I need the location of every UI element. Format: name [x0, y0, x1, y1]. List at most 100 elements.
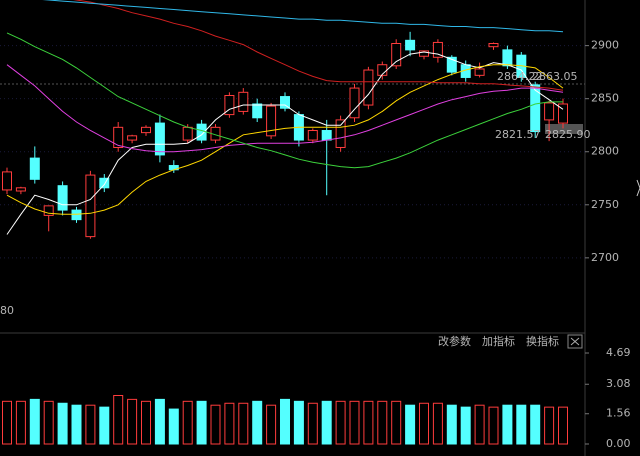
price-annotation: 80 — [0, 304, 14, 317]
volume-bar — [488, 406, 499, 445]
indicator-button[interactable]: 改参数 — [438, 334, 471, 348]
volume-bar — [15, 400, 26, 445]
candle-body — [488, 43, 499, 48]
volume-bar — [252, 400, 263, 445]
y-tick-label: 2700 — [591, 251, 619, 264]
volume-bar — [224, 402, 235, 445]
volume-bar — [558, 406, 568, 445]
candle-body — [363, 69, 374, 106]
candle-body — [419, 50, 429, 57]
close-button[interactable] — [567, 334, 583, 349]
candle-body — [321, 130, 332, 141]
volume-bar — [474, 404, 485, 445]
volume-bar — [280, 398, 290, 445]
moving-average — [6, 64, 564, 215]
volume-bar — [335, 400, 346, 445]
candle-body — [238, 91, 249, 112]
main-panel — [0, 0, 585, 259]
expand-arrow[interactable] — [636, 179, 640, 197]
candle-body — [266, 105, 277, 137]
candle-body — [530, 84, 541, 133]
candle-body — [335, 119, 346, 148]
candle-body — [446, 56, 457, 73]
candle-body — [252, 103, 263, 119]
volume-bar — [113, 395, 124, 445]
candle-body — [29, 157, 40, 180]
labels: 2700 2750 2800 2850 2900 0.00 1.56 3.08 4.69 2864… — [0, 39, 631, 450]
volume-bar — [99, 406, 110, 445]
volume-bar — [307, 402, 318, 445]
candle-body — [349, 87, 360, 119]
volume-bar — [2, 400, 12, 445]
price-annotation: 2864.22 — [497, 70, 543, 83]
candle-body — [71, 209, 82, 221]
volume-bar — [377, 400, 388, 445]
candle-body — [224, 94, 235, 116]
candle-body — [15, 187, 26, 192]
volume-tick-label: 0.00 — [606, 437, 631, 450]
volume-tick-label: 4.69 — [606, 346, 631, 359]
volume-bar — [363, 400, 374, 445]
price-annotation: 2821.57 — [495, 128, 541, 141]
volume-panel — [2, 395, 568, 445]
volume-bar — [432, 402, 443, 445]
price-highlight — [545, 124, 583, 134]
candle-body — [474, 68, 485, 76]
volume-bar — [29, 398, 40, 445]
y-tick-label: 2800 — [591, 145, 619, 158]
indicator-button[interactable]: 换指标 — [526, 334, 559, 348]
candle-body — [141, 126, 151, 134]
volume-bar — [168, 408, 179, 445]
volume-bar — [293, 400, 304, 445]
candle-body — [57, 185, 68, 211]
volume-bar — [43, 400, 54, 445]
price-annotation: 2863.05 — [532, 70, 578, 83]
volume-bar — [57, 402, 68, 445]
volume-bar — [530, 404, 541, 445]
volume-bar — [516, 404, 527, 445]
volume-bar — [502, 404, 513, 445]
volume-bar — [238, 402, 249, 445]
volume-bar — [127, 398, 138, 445]
volume-bar — [141, 400, 151, 445]
candle-body — [2, 171, 12, 191]
candle-body — [99, 177, 110, 189]
indicator-button[interactable]: 加指标 — [482, 334, 515, 348]
volume-bar — [182, 400, 193, 445]
moving-average — [6, 32, 563, 169]
candle-body — [85, 174, 96, 238]
moving-average — [42, 0, 564, 33]
volume-tick-label: 3.08 — [606, 377, 631, 390]
moving-average — [6, 51, 564, 235]
y-tick-label: 2850 — [591, 92, 619, 105]
price-annotation: 2825.90 — [545, 128, 591, 141]
candle-body — [558, 103, 568, 124]
candle-body — [182, 126, 193, 141]
candle-body — [544, 102, 555, 121]
y-tick-label: 2750 — [591, 198, 619, 211]
candle-body — [127, 135, 138, 141]
volume-bar — [71, 404, 82, 445]
candle-body — [307, 130, 318, 141]
moving-average — [6, 64, 564, 153]
candle-body — [43, 205, 54, 216]
candle-body — [405, 39, 416, 51]
volume-bar — [266, 404, 277, 445]
close-icon[interactable] — [570, 337, 580, 346]
volume-bar — [321, 400, 332, 445]
y-tick-label: 2900 — [591, 39, 619, 52]
volume-bar — [405, 404, 416, 445]
volume-bar — [349, 400, 360, 445]
candle-body — [391, 43, 402, 67]
volume-bar — [196, 400, 207, 445]
candle-body — [502, 49, 513, 67]
volume-bar — [419, 402, 429, 445]
candle-body — [113, 126, 124, 148]
volume-bar — [460, 406, 471, 445]
candle-body — [154, 122, 165, 156]
volume-bar — [544, 406, 555, 445]
candle-body — [280, 96, 290, 109]
volume-bar — [446, 404, 457, 445]
